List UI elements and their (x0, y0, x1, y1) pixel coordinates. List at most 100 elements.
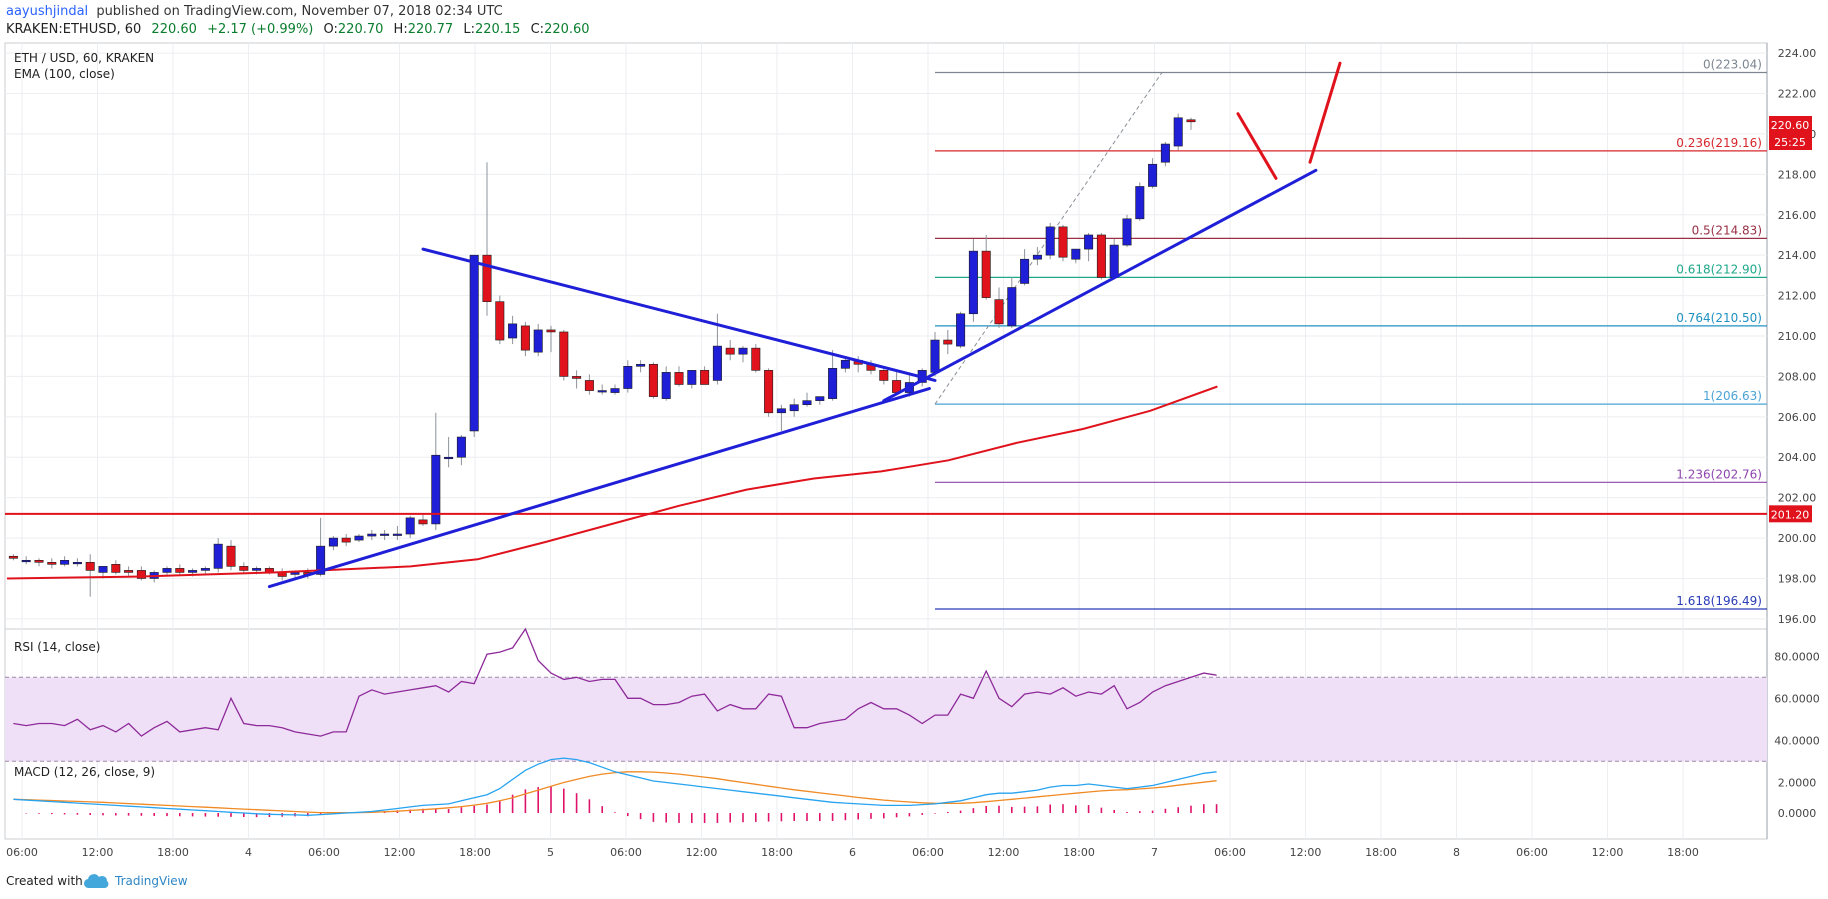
bullish-candle (367, 533, 377, 537)
bullish-candle (444, 456, 454, 460)
price-badge: 220.60 (1769, 116, 1812, 133)
bullish-candle (1020, 258, 1030, 284)
rsi-tick-label: 80.0000 (1774, 650, 1820, 663)
macd-tick-label: 2.0000 (1778, 776, 1817, 789)
bearish-candle (1096, 234, 1106, 278)
bullish-candle (469, 254, 479, 432)
projection-up-arrow (1308, 61, 1342, 164)
price-tick-label: 216.00 (1778, 209, 1817, 222)
time-tick-label: 12:00 (1290, 846, 1322, 859)
bullish-candle (687, 370, 697, 385)
bearish-candle (994, 299, 1004, 325)
price-axis[interactable] (1767, 43, 1828, 839)
author-link[interactable]: aayushjindal (6, 4, 88, 19)
bearish-candle (47, 562, 57, 565)
bullish-candle (610, 388, 620, 393)
fib-level-label: 0(223.04) (1703, 58, 1762, 72)
bullish-candle (316, 545, 326, 575)
bullish-candle (840, 359, 850, 369)
bullish-candle (72, 562, 82, 565)
bearish-candle (981, 250, 991, 298)
bullish-candle (1148, 163, 1158, 187)
bullish-candle (213, 543, 223, 569)
axis-labels: 196.00 198.00 200.00 202.00 204.00 206.00 208.… (6, 47, 1820, 859)
bearish-candle (341, 537, 351, 543)
bearish-candle (520, 325, 530, 351)
bearish-candle (559, 331, 569, 377)
bullish-candle (636, 363, 646, 367)
bullish-candle (1045, 226, 1055, 256)
bullish-candle (1071, 248, 1081, 260)
bullish-candle (392, 533, 402, 536)
fib-level-label: 0.236(219.16) (1676, 136, 1762, 150)
time-tick-label: 06:00 (912, 846, 944, 859)
macd-tick-label: 0.0000 (1778, 807, 1817, 820)
bullish-candle (776, 408, 786, 414)
price-tick-label: 218.00 (1778, 168, 1817, 181)
rsi-indicator (5, 627, 1767, 762)
bearish-candle (136, 570, 146, 579)
bullish-candle (405, 517, 415, 535)
fib-diagonal (934, 72, 1163, 405)
bearish-candle (124, 570, 134, 573)
time-tick-label: 7 (1151, 846, 1158, 859)
time-tick-label: 18:00 (1063, 846, 1095, 859)
macd-indicator (13, 757, 1218, 823)
support-trendline-2 (882, 168, 1318, 403)
svg-text:201.20: 201.20 (1771, 508, 1810, 521)
bearish-candle (700, 370, 710, 385)
bearish-candle (34, 559, 44, 563)
fib-level-label: 0.764(210.50) (1676, 311, 1762, 325)
bearish-candle (482, 254, 492, 302)
bullish-candle (1160, 143, 1170, 163)
projection-down-arrow (1236, 112, 1278, 180)
bullish-candle (431, 454, 441, 525)
bullish-candle (60, 559, 70, 565)
price-tick-label: 196.00 (1778, 613, 1817, 626)
bearish-candle (943, 339, 953, 345)
rsi-line (13, 627, 1217, 737)
bearish-candle (879, 370, 889, 381)
bearish-candle (584, 380, 594, 391)
time-tick-label: 06:00 (1214, 846, 1246, 859)
price-tick-label: 206.00 (1778, 411, 1817, 424)
rsi-tick-label: 60.0000 (1774, 692, 1820, 705)
bullish-candle (1084, 234, 1094, 250)
time-tick-label: 12:00 (988, 846, 1020, 859)
bullish-candle (828, 368, 838, 399)
macd-label: MACD (12, 26, close, 9) (14, 765, 155, 779)
bearish-candle (175, 568, 185, 573)
bearish-candle (495, 301, 505, 341)
tradingview-logo[interactable]: TradingView (83, 874, 188, 889)
symbol-label: KRAKEN:ETHUSD, 60 (6, 22, 141, 37)
bullish-candle (789, 404, 799, 412)
countdown-badge: 25:25 (1769, 133, 1812, 150)
bearish-candle (648, 363, 658, 397)
rsi-band (5, 677, 1767, 762)
publish-note: published on TradingView.com, November 0… (96, 4, 502, 19)
triangle-resistance-trendline (421, 247, 937, 382)
ema-label: EMA (100, close) (14, 67, 115, 81)
price-tick-label: 224.00 (1778, 47, 1817, 60)
bullish-candle (1109, 244, 1119, 278)
bullish-candle (200, 568, 210, 571)
fib-level-label: 1.618(196.49) (1676, 594, 1762, 608)
time-tick-label: 6 (849, 846, 856, 859)
bullish-candle (328, 537, 338, 547)
bearish-candle (111, 564, 121, 573)
tradingview-brand[interactable]: TradingView (114, 874, 188, 888)
bearish-candle (546, 329, 556, 333)
bullish-candle (968, 250, 978, 315)
time-tick-label: 18:00 (459, 846, 491, 859)
bullish-candle (21, 559, 31, 563)
bullish-candle (252, 568, 262, 571)
high-label: H: (394, 22, 408, 37)
price-tick-label: 208.00 (1778, 370, 1817, 383)
bearish-candle (239, 566, 249, 571)
time-tick-label: 12:00 (1592, 846, 1624, 859)
price-tick-label: 214.00 (1778, 249, 1817, 262)
bearish-candle (85, 562, 95, 571)
bullish-candle (1173, 117, 1183, 147)
time-tick-label: 06:00 (610, 846, 642, 859)
